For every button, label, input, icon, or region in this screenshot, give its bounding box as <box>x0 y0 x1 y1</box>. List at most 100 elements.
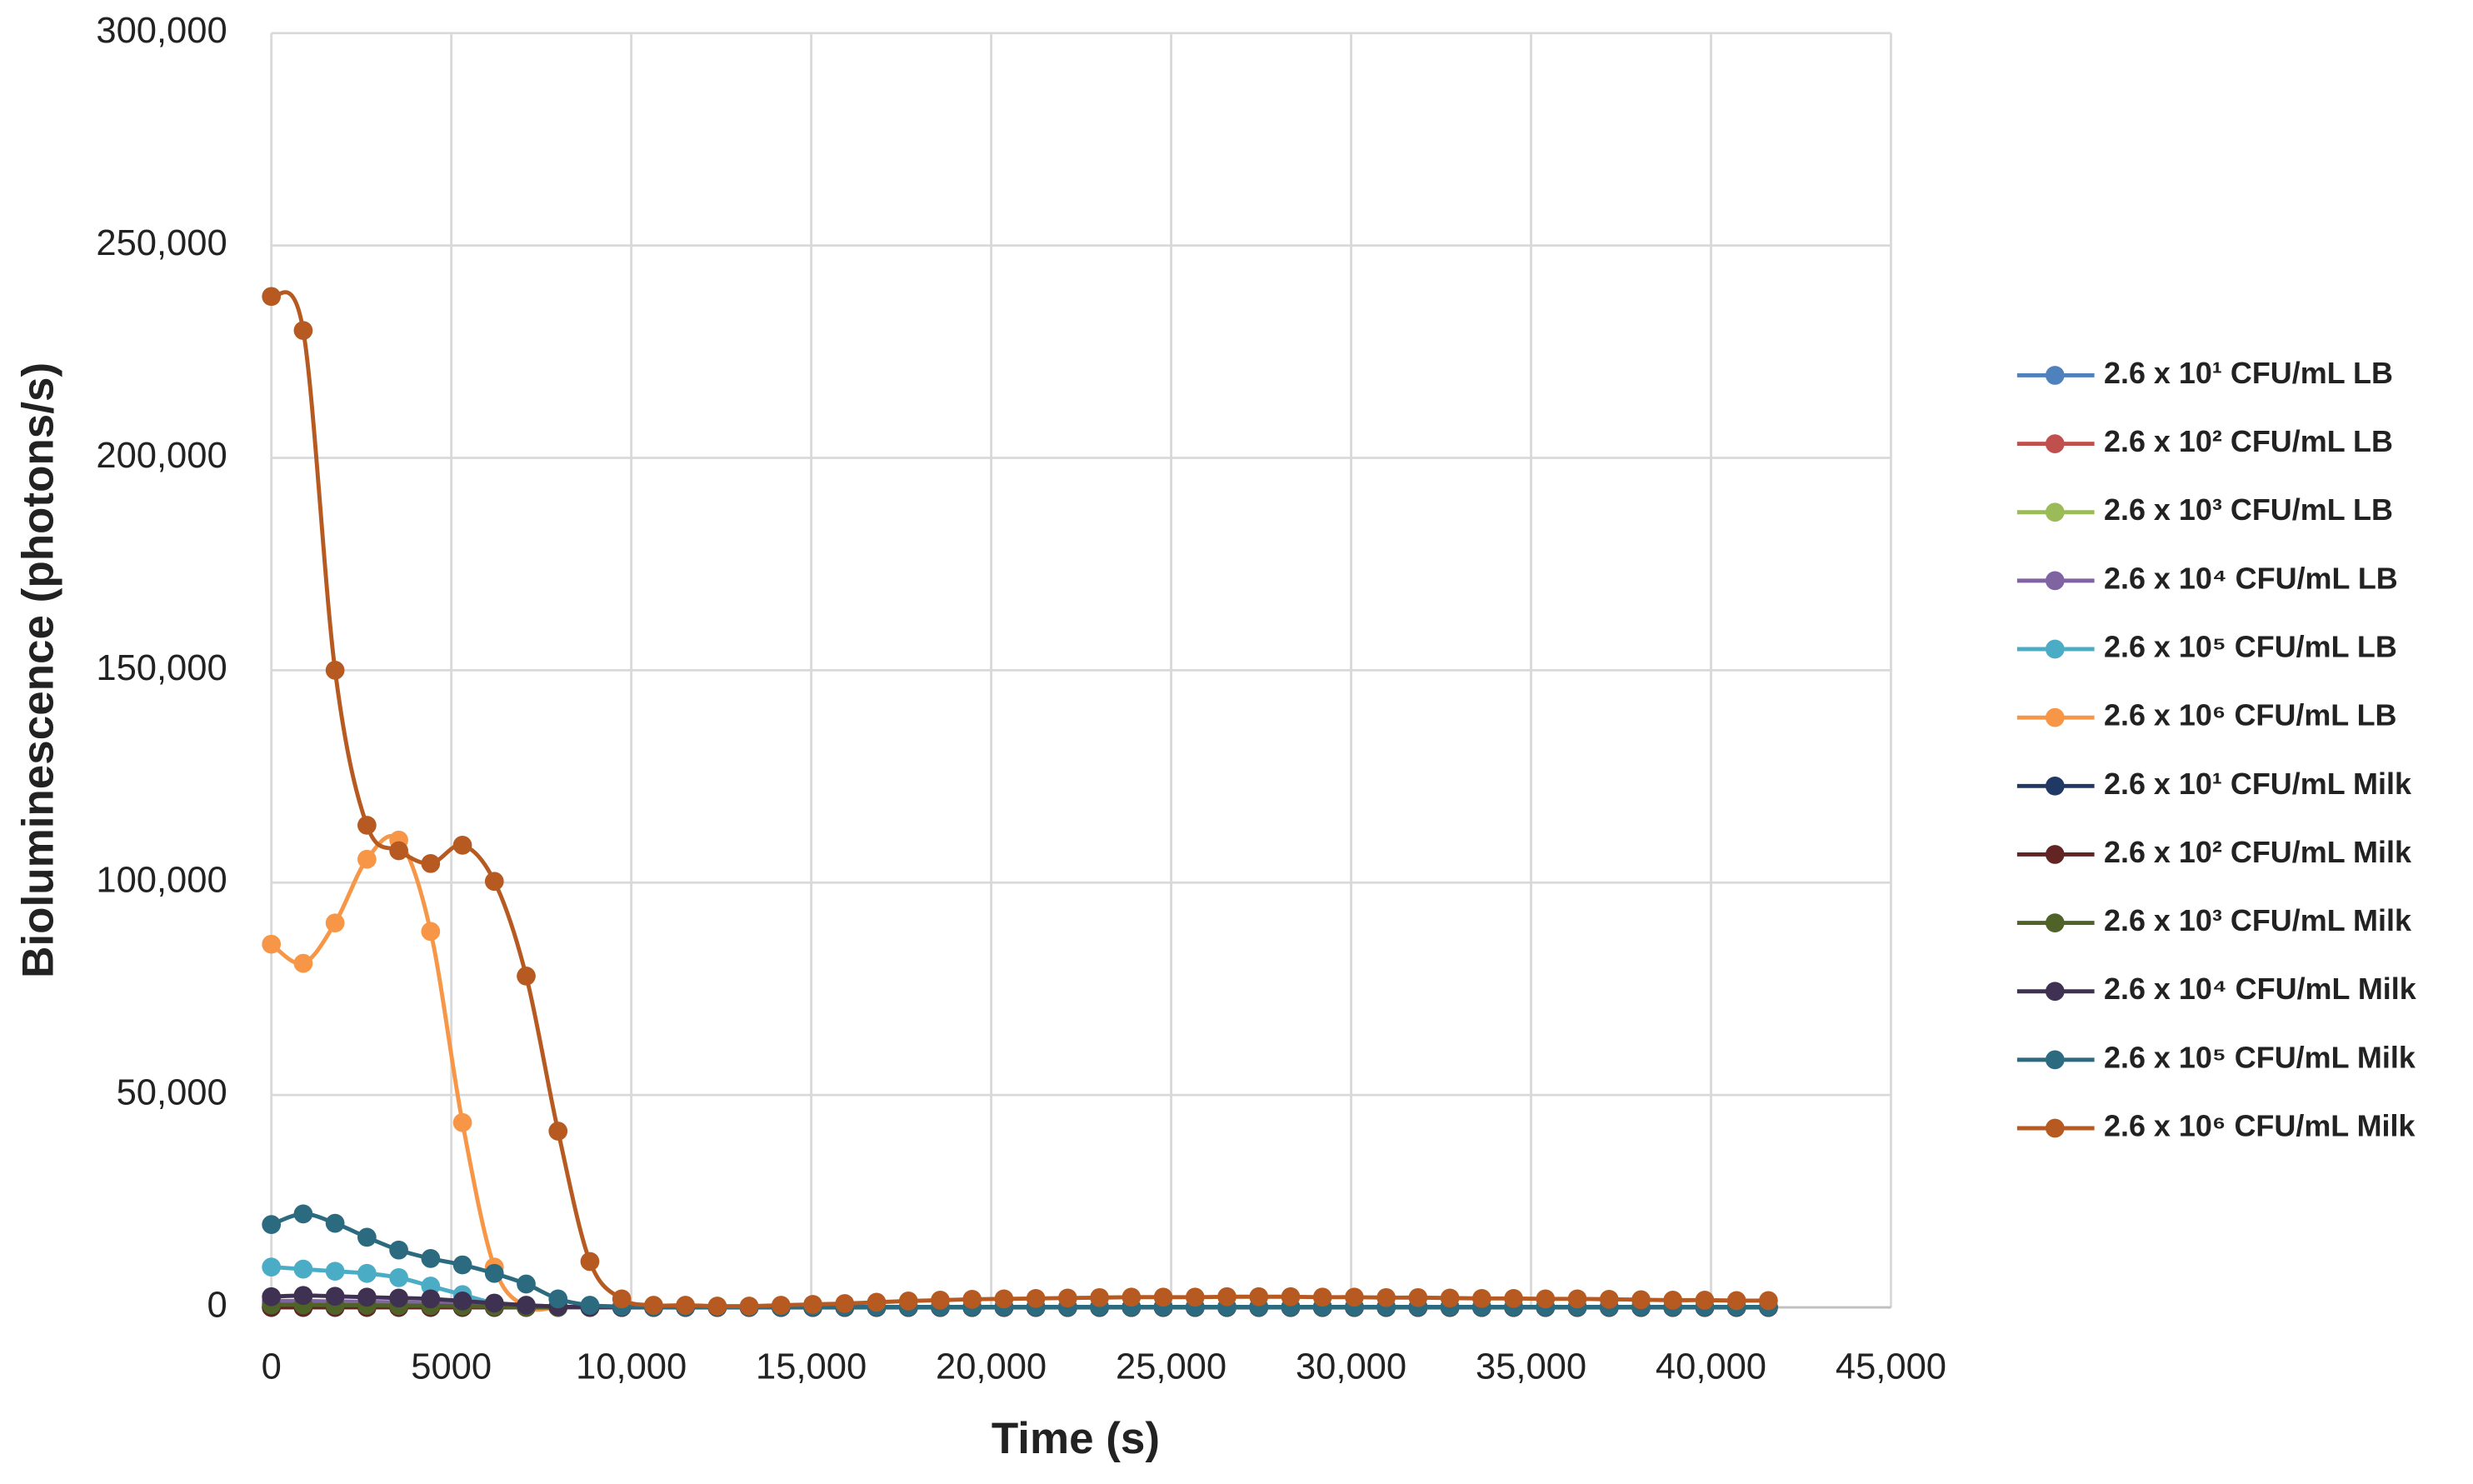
legend-label: 2.6 x 10⁶ CFU/mL LB <box>2104 698 2397 732</box>
legend-label: 2.6 x 10⁵ CFU/mL Milk <box>2104 1040 2416 1074</box>
data-point <box>262 934 282 954</box>
data-point <box>357 1263 377 1283</box>
data-point <box>484 872 504 892</box>
data-point <box>421 1249 441 1268</box>
data-point <box>293 1259 313 1279</box>
data-point <box>293 1286 313 1306</box>
data-point <box>1536 1289 1556 1309</box>
data-point <box>707 1297 727 1316</box>
data-point <box>1026 1288 1046 1308</box>
data-point <box>1217 1287 1236 1307</box>
data-point <box>1153 1287 1173 1307</box>
data-point <box>325 1262 345 1282</box>
data-point <box>517 1296 536 1315</box>
data-point <box>803 1295 822 1314</box>
data-point <box>580 1252 600 1272</box>
legend-label: 2.6 x 10⁵ CFU/mL LB <box>2104 630 2397 664</box>
data-point <box>262 1287 282 1307</box>
legend-marker <box>2045 502 2065 522</box>
x-tick-label: 10,000 <box>576 1347 687 1387</box>
legend-label: 2.6 x 10³ CFU/mL LB <box>2104 492 2393 527</box>
data-point <box>1408 1287 1428 1307</box>
legend-label: 2.6 x 10² CFU/mL LB <box>2104 424 2393 458</box>
data-point <box>293 1204 313 1224</box>
data-point <box>357 1227 377 1247</box>
data-point <box>452 1255 472 1275</box>
x-tick-label: 35,000 <box>1476 1347 1586 1387</box>
y-tick-label: 300,000 <box>96 11 227 51</box>
data-point <box>1249 1287 1269 1307</box>
data-point <box>262 1257 282 1277</box>
data-point <box>452 836 472 855</box>
data-point <box>931 1290 950 1310</box>
data-point <box>452 1112 472 1132</box>
data-point <box>484 1263 504 1283</box>
y-tick-label: 100,000 <box>96 861 227 901</box>
legend-marker <box>2045 707 2065 727</box>
data-point <box>325 913 345 933</box>
legend-marker <box>2045 776 2065 796</box>
y-tick-label: 200,000 <box>96 436 227 476</box>
data-point <box>1504 1288 1523 1308</box>
legend-marker <box>2045 982 2065 1002</box>
data-point <box>325 661 345 680</box>
data-point <box>1599 1289 1619 1309</box>
legend-marker <box>2045 845 2065 864</box>
y-axis-title: Bioluminescence (photons/s) <box>13 362 62 978</box>
data-point <box>962 1289 982 1309</box>
legend-marker <box>2045 1118 2065 1138</box>
y-tick-label: 250,000 <box>96 223 227 263</box>
data-point <box>1345 1287 1364 1307</box>
legend-marker <box>2045 639 2065 659</box>
data-point <box>1090 1287 1109 1307</box>
x-tick-label: 30,000 <box>1296 1347 1406 1387</box>
data-point <box>517 967 536 986</box>
data-point <box>580 1296 600 1315</box>
data-point <box>676 1296 696 1315</box>
data-point <box>357 849 377 869</box>
data-point <box>293 321 313 340</box>
data-point <box>325 1287 345 1307</box>
data-point <box>1695 1290 1715 1310</box>
data-point <box>389 1288 408 1308</box>
data-point <box>548 1289 568 1309</box>
data-point <box>325 1213 345 1233</box>
x-tick-label: 20,000 <box>936 1347 1047 1387</box>
data-point <box>293 953 313 973</box>
x-tick-label: 0 <box>262 1347 282 1387</box>
legend-marker <box>2045 913 2065 932</box>
data-point <box>517 1274 536 1294</box>
data-point <box>994 1289 1014 1309</box>
data-point <box>739 1297 759 1316</box>
data-point <box>1567 1289 1587 1309</box>
x-tick-label: 25,000 <box>1116 1347 1227 1387</box>
data-point <box>1471 1288 1491 1308</box>
data-point <box>1663 1290 1683 1310</box>
data-point <box>1376 1287 1396 1307</box>
data-point <box>1058 1288 1077 1308</box>
legend-label: 2.6 x 10⁴ CFU/mL Milk <box>2104 972 2417 1006</box>
legend-label: 2.6 x 10⁴ CFU/mL LB <box>2104 561 2398 595</box>
data-point <box>389 1267 408 1287</box>
data-point <box>421 922 441 942</box>
x-tick-label: 40,000 <box>1656 1347 1766 1387</box>
x-axis-title: Time (s) <box>992 1414 1160 1463</box>
data-point <box>644 1296 663 1315</box>
data-point <box>1312 1287 1332 1307</box>
x-tick-label: 5000 <box>411 1347 492 1387</box>
legend-marker <box>2045 366 2065 385</box>
x-tick-label: 15,000 <box>756 1347 867 1387</box>
data-point <box>357 816 377 835</box>
legend-label: 2.6 x 10¹ CFU/mL Milk <box>2104 767 2412 801</box>
data-point <box>867 1292 887 1312</box>
data-point <box>548 1122 568 1141</box>
data-point <box>452 1292 472 1311</box>
data-point <box>612 1289 632 1309</box>
legend-label: 2.6 x 10⁶ CFU/mL Milk <box>2104 1109 2416 1143</box>
data-point <box>262 1215 282 1234</box>
legend-label: 2.6 x 10¹ CFU/mL LB <box>2104 356 2393 390</box>
data-point <box>389 841 408 861</box>
data-point <box>1631 1290 1651 1310</box>
